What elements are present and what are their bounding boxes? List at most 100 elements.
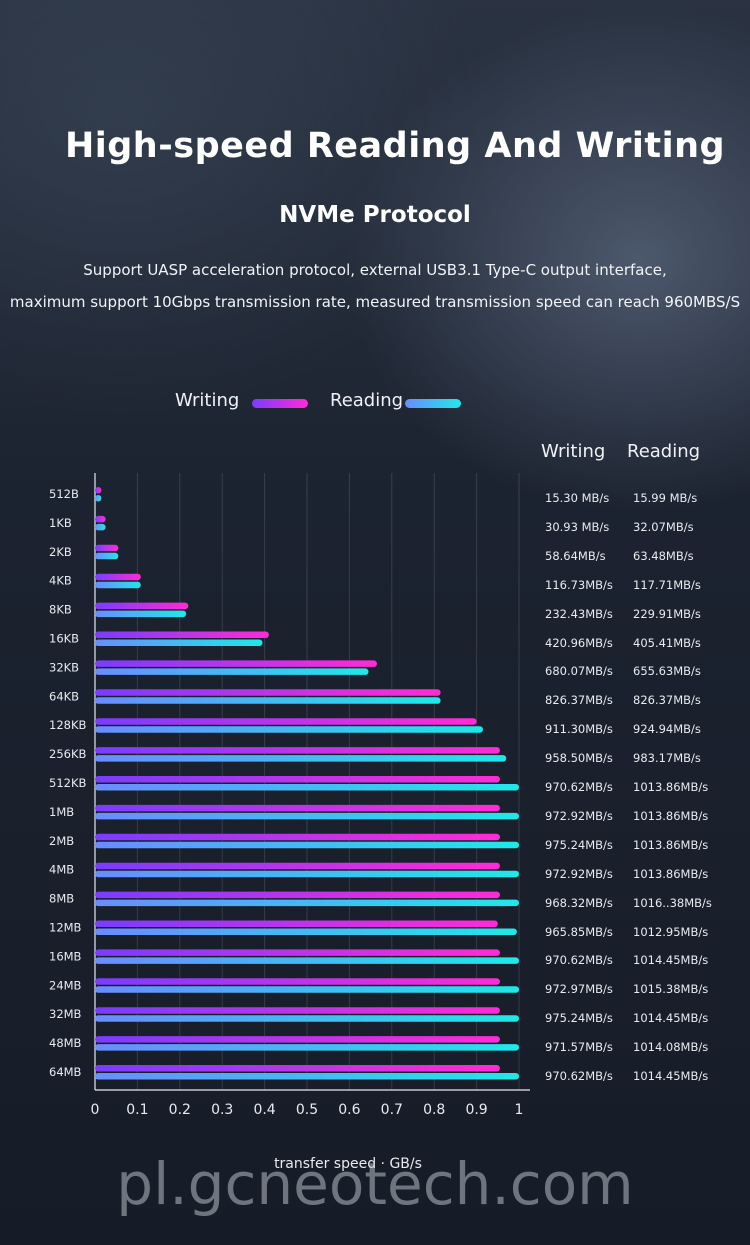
writing-speed-value: 420.96MB/s xyxy=(545,635,613,650)
bar-writing xyxy=(95,544,119,552)
y-tick-label: 64MB xyxy=(49,1065,82,1079)
y-tick-label: 8KB xyxy=(49,603,72,617)
y-tick-label: 1KB xyxy=(49,516,72,530)
y-tick-label: 4MB xyxy=(49,863,74,877)
x-tick-label: 0.7 xyxy=(381,1102,403,1118)
writing-speed-value: 826.37MB/s xyxy=(545,693,613,708)
writing-speed-value: 970.62MB/s xyxy=(545,1069,613,1083)
reading-speed-value: 1013.86MB/s xyxy=(633,866,709,881)
page-subtitle: NVMe Protocol xyxy=(279,202,471,228)
bar-writing xyxy=(95,833,500,841)
reading-speed-value: 1015.38MB/s xyxy=(633,982,709,997)
legend-writing-swatch xyxy=(252,399,308,408)
bar-reading xyxy=(95,495,102,502)
bar-writing xyxy=(95,689,441,696)
reading-speed-value: 826.37MB/s xyxy=(633,693,701,708)
y-tick-label: 2KB xyxy=(49,545,72,559)
y-tick-label: 12MB xyxy=(49,921,82,935)
writing-speed-value: 972.92MB/s xyxy=(545,808,613,823)
x-tick-label: 1 xyxy=(515,1102,524,1118)
bar-writing xyxy=(95,602,189,610)
bar-reading xyxy=(95,726,483,733)
writing-speed-value: 15.30 MB/s xyxy=(545,491,610,505)
bar-writing xyxy=(95,862,500,870)
y-tick-label: 512B xyxy=(49,487,79,501)
writing-speed-value: 971.57MB/s xyxy=(545,1040,613,1055)
y-tick-label: 16MB xyxy=(49,949,82,963)
bar-reading xyxy=(95,841,519,849)
legend-reading-swatch xyxy=(405,399,461,408)
reading-speed-value: 1013.86MB/s xyxy=(633,837,709,852)
bar-writing xyxy=(95,631,269,638)
y-tick-label: 64KB xyxy=(49,689,79,703)
bar-writing xyxy=(95,1007,500,1014)
writing-speed-value: 958.50MB/s xyxy=(545,751,613,766)
x-tick-label: 0.9 xyxy=(465,1102,487,1118)
reading-speed-value: 63.48MB/s xyxy=(633,548,694,563)
page-title: High-speed Reading And Writing xyxy=(64,126,726,166)
reading-speed-value: 15.99 MB/s xyxy=(633,491,698,505)
writing-speed-value: 970.62MB/s xyxy=(545,780,613,794)
writing-speed-value: 975.24MB/s xyxy=(545,837,613,852)
y-tick-label: 128KB xyxy=(49,718,86,732)
reading-speed-value: 924.94MB/s xyxy=(633,722,701,737)
y-tick-label: 2MB xyxy=(49,834,74,848)
writing-speed-value: 970.62MB/s xyxy=(545,953,613,968)
reading-speed-value: 405.41MB/s xyxy=(633,635,701,650)
reading-speed-value: 1014.45MB/s xyxy=(633,1011,709,1026)
writing-speed-value: 680.07MB/s xyxy=(545,664,613,679)
description-line-1: Support UASP acceleration protocol, exte… xyxy=(83,261,667,279)
x-tick-label: 0.5 xyxy=(296,1102,318,1118)
bar-writing xyxy=(95,718,477,725)
bar-reading xyxy=(95,1015,519,1022)
bar-reading xyxy=(95,552,119,560)
x-tick-label: 0.1 xyxy=(126,1102,148,1118)
reading-speed-value: 655.63MB/s xyxy=(633,664,701,679)
reading-speed-value: 1014.08MB/s xyxy=(633,1040,709,1055)
bar-reading xyxy=(95,610,187,618)
bar-reading xyxy=(95,1073,519,1080)
bar-writing xyxy=(95,660,377,667)
reading-speed-value: 1014.45MB/s xyxy=(633,953,709,968)
x-tick-label: 0.6 xyxy=(338,1102,360,1118)
writing-speed-value: 116.73MB/s xyxy=(545,577,613,592)
y-tick-label: 32MB xyxy=(49,1007,82,1021)
reading-speed-value: 1013.86MB/s xyxy=(633,808,709,823)
y-tick-label: 256KB xyxy=(49,747,86,761)
writing-speed-value: 965.85MB/s xyxy=(545,924,613,939)
bar-writing xyxy=(95,747,500,754)
bar-reading xyxy=(95,523,106,531)
x-tick-label: 0.3 xyxy=(211,1102,233,1118)
bar-writing xyxy=(95,573,141,581)
description-line-2: maximum support 10Gbps transmission rate… xyxy=(9,293,741,311)
bar-reading xyxy=(95,697,441,704)
y-tick-label: 24MB xyxy=(49,978,82,992)
reading-speed-value: 1016..38MB/s xyxy=(633,895,712,910)
y-tick-label: 8MB xyxy=(49,892,74,906)
writing-speed-value: 972.97MB/s xyxy=(545,982,613,997)
bar-writing xyxy=(95,804,500,812)
bar-reading xyxy=(95,899,519,907)
x-tick-label: 0.4 xyxy=(253,1102,275,1118)
legend-reading-label: Reading xyxy=(330,390,404,411)
writing-speed-value: 972.92MB/s xyxy=(545,866,613,881)
bar-reading xyxy=(95,581,141,589)
reading-column-header: Reading xyxy=(627,441,701,462)
writing-column-header: Writing xyxy=(541,441,606,462)
reading-speed-value: 229.91MB/s xyxy=(633,606,701,621)
y-tick-label: 4KB xyxy=(49,574,72,588)
y-tick-label: 512KB xyxy=(49,776,86,790)
reading-speed-value: 117.71MB/s xyxy=(633,577,701,592)
bar-writing xyxy=(95,515,106,523)
y-tick-label: 16KB xyxy=(49,632,79,646)
y-tick-label: 48MB xyxy=(49,1036,82,1050)
reading-speed-value: 1014.45MB/s xyxy=(633,1069,709,1083)
bar-reading xyxy=(95,1044,519,1051)
bar-reading xyxy=(95,928,517,935)
bar-reading xyxy=(95,812,519,820)
x-tick-label: 0.8 xyxy=(423,1102,445,1118)
watermark: pl.gcneotech.com xyxy=(116,1150,634,1218)
bar-reading xyxy=(95,639,263,646)
bar-writing xyxy=(95,1036,500,1043)
